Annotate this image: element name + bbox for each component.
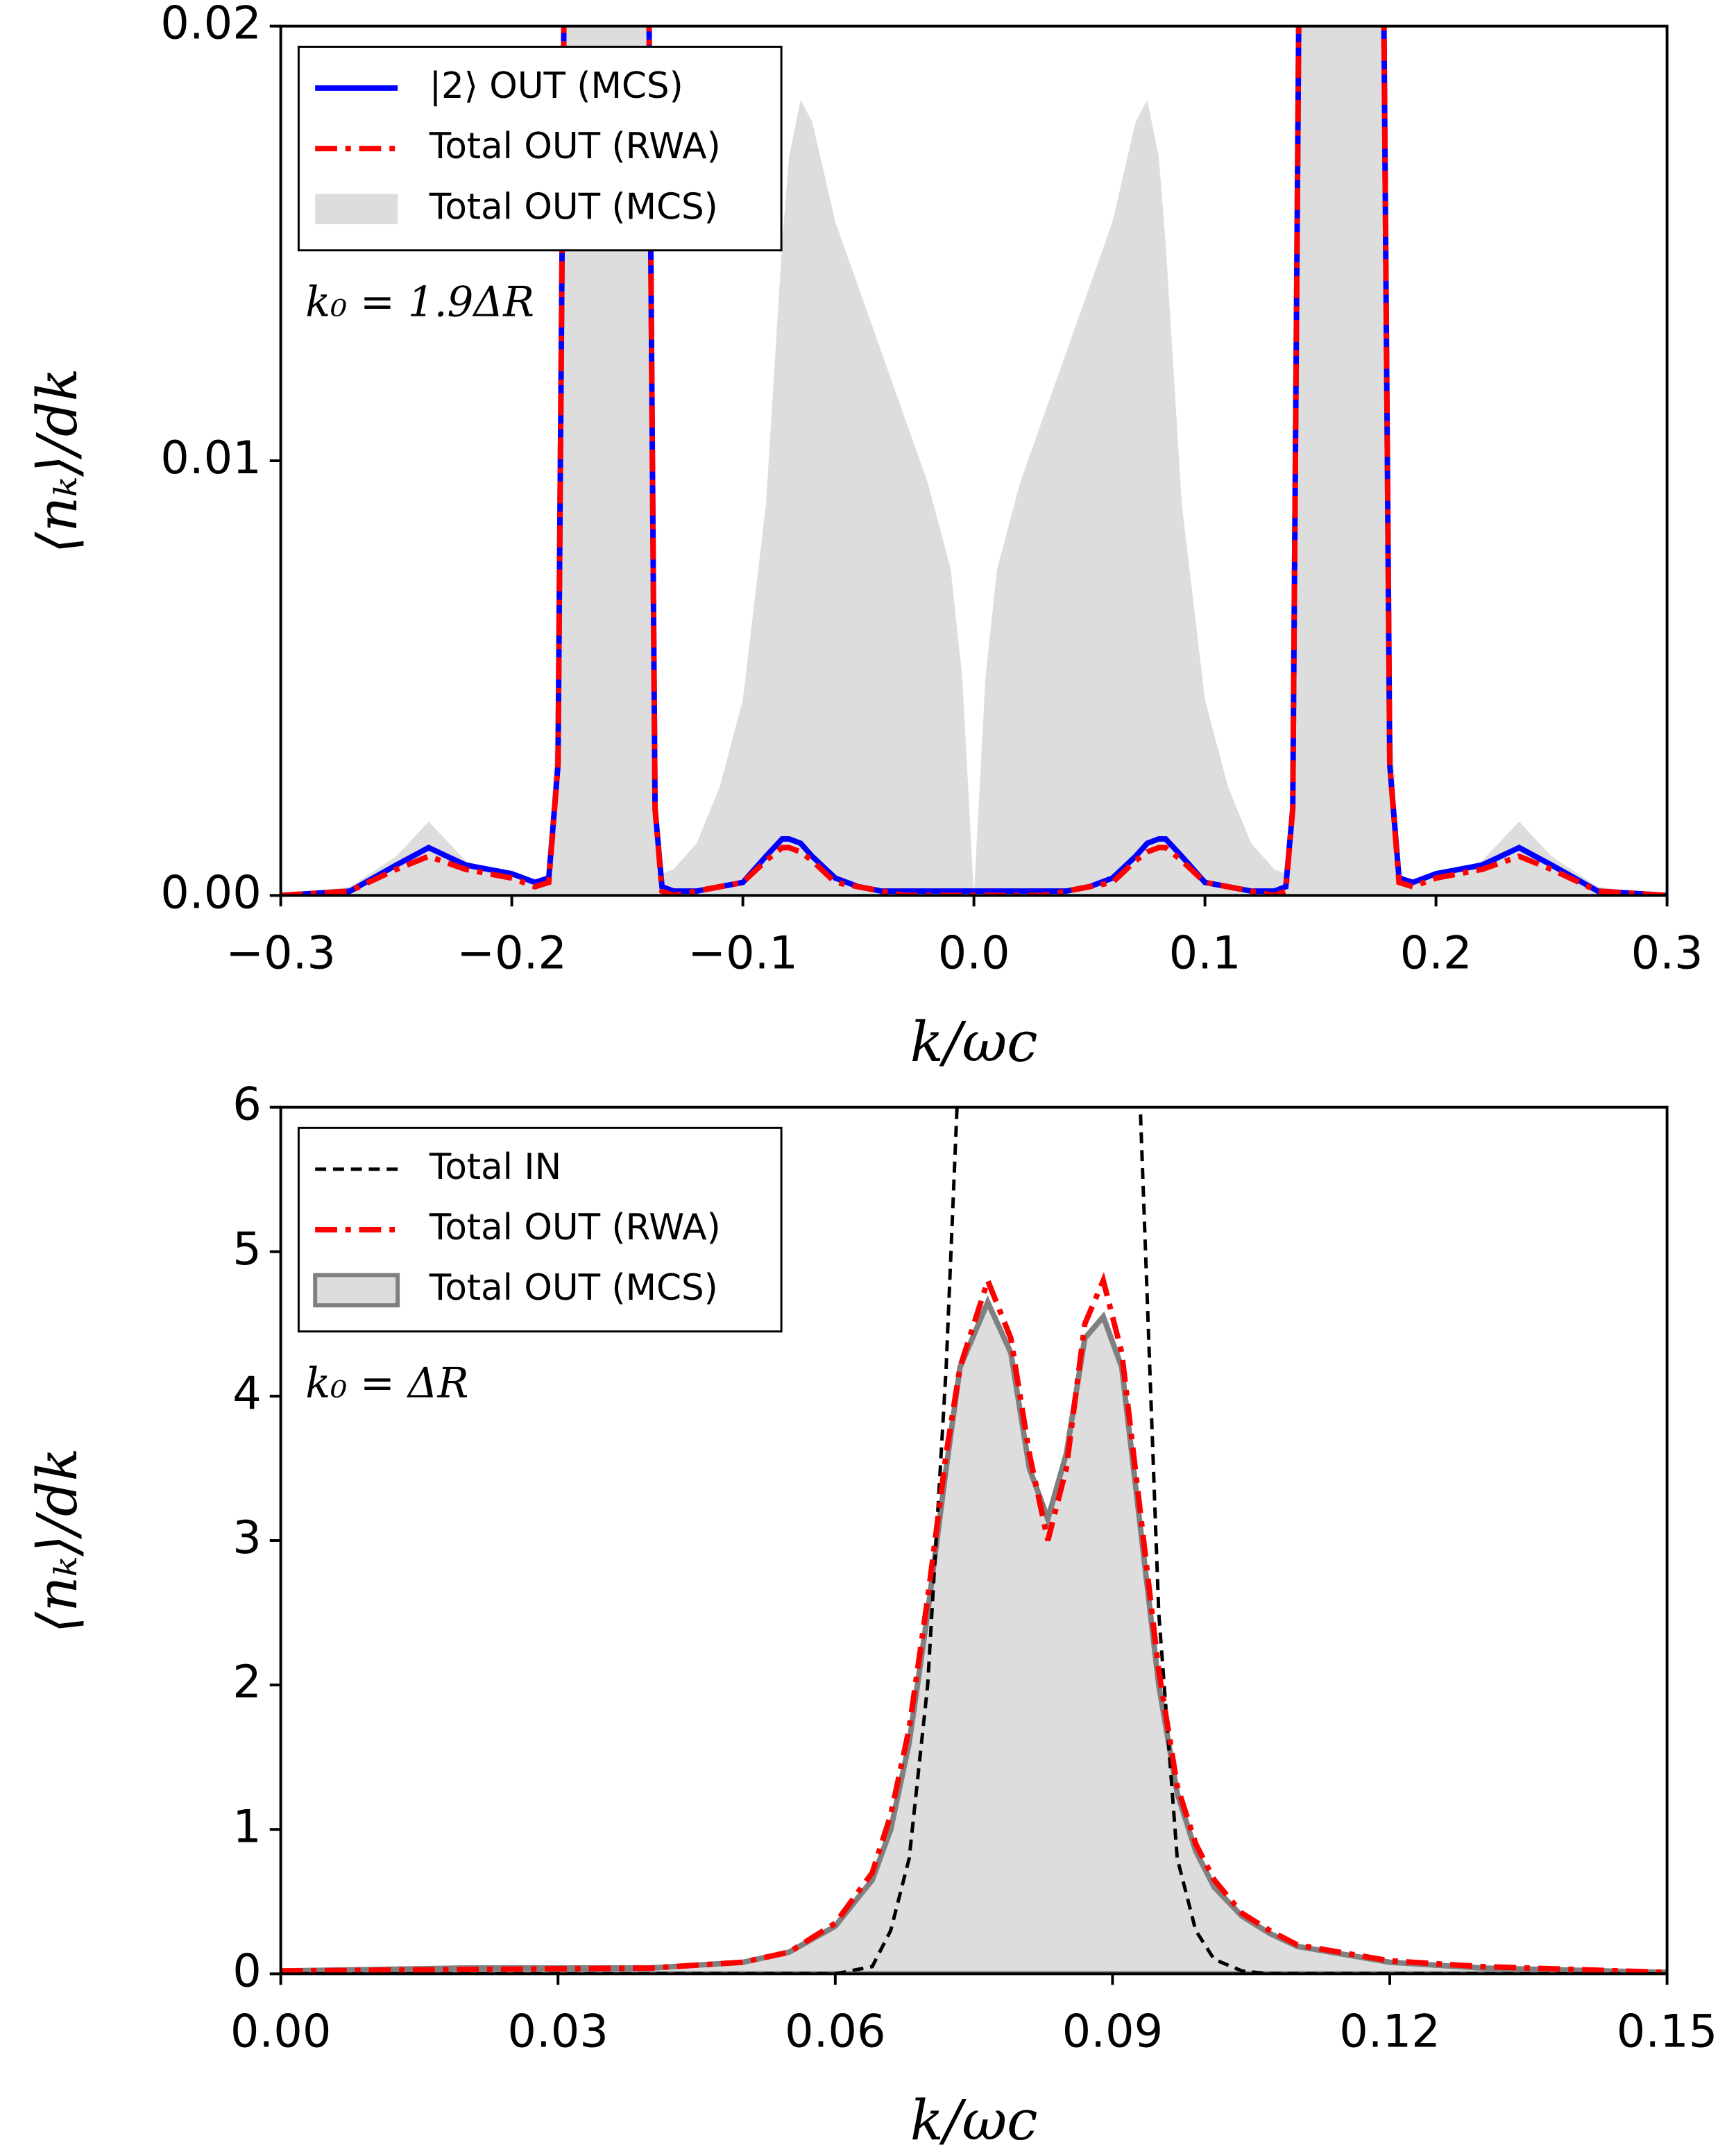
- annotation: k₀ = 1.9ΔR: [305, 279, 534, 327]
- y-tick-label: 0.02: [160, 0, 262, 50]
- x-tick-label: 0.00: [230, 2005, 332, 2058]
- y-tick-label: 4: [232, 1367, 262, 1420]
- annotation: k₀ = ΔR: [305, 1360, 468, 1408]
- legend-label: Total OUT (MCS): [429, 1267, 718, 1309]
- x-tick-label: 0.3: [1631, 927, 1703, 980]
- y-axis-label: ⟨nₖ⟩/dk: [25, 1448, 90, 1633]
- line: [280, 26, 1667, 896]
- x-tick-label: 0.12: [1339, 2005, 1440, 2058]
- chart: 0.00 0.03 0.06 0.09 0.12 0.15 0 1 2 3 4 5 6 k/ωc ⟨nₖ⟩/…: [25, 1078, 1718, 2153]
- chart: −0.3 −0.2 −0.1 0.0 0.1 0.2 0.3 0.00 0.01 0.02 k/ωc…: [25, 0, 1703, 1074]
- x-tick-label: 0.1: [1169, 927, 1241, 980]
- legend-swatch: [313, 1273, 400, 1308]
- line: [280, 1272, 1667, 1974]
- y-tick-label: 1: [232, 1800, 262, 1853]
- y-tick-label: 0.01: [160, 432, 262, 484]
- legend-label: Total IN: [429, 1146, 561, 1188]
- x-tick-label: 0.03: [507, 2005, 609, 2058]
- legend-label: Total OUT (RWA): [429, 1207, 721, 1248]
- x-axis-label: k/ωc: [910, 1010, 1038, 1074]
- y-tick-label: 0: [232, 1944, 262, 1997]
- x-tick-label: 0.09: [1062, 2005, 1164, 2058]
- y-tick-label: 5: [232, 1223, 262, 1275]
- x-tick-label: −0.3: [225, 927, 336, 980]
- line: [280, 1107, 1667, 1974]
- y-tick-label: 2: [232, 1656, 262, 1708]
- y-axis-label: ⟨nₖ⟩/dk: [25, 368, 90, 553]
- x-tick-label: −0.1: [688, 927, 798, 980]
- x-tick-label: 0.2: [1400, 927, 1472, 980]
- x-axis-label: k/ωc: [910, 2088, 1038, 2153]
- legend: |2⟩ OUT (MCS) Total OUT (RWA) Total OUT (M…: [297, 45, 783, 252]
- y-tick-label: 3: [232, 1511, 262, 1564]
- legend-label: |2⟩ OUT (MCS): [429, 65, 683, 107]
- plot-area: [280, 1107, 1667, 1974]
- x-tick-label: 0.0: [938, 927, 1010, 980]
- x-tick-label: −0.2: [457, 927, 567, 980]
- y-tick-label: 0.00: [160, 866, 262, 919]
- legend: Total IN Total OUT (RWA) Total OUT (MCS): [297, 1126, 783, 1333]
- x-tick-label: 0.15: [1617, 2005, 1718, 2058]
- legend-swatch: [315, 194, 398, 225]
- area: [280, 1295, 1667, 1974]
- legend-label: Total OUT (RWA): [429, 126, 721, 167]
- y-tick-label: 6: [232, 1078, 262, 1131]
- x-tick-label: 0.06: [785, 2005, 886, 2058]
- legend-label: Total OUT (MCS): [429, 186, 718, 228]
